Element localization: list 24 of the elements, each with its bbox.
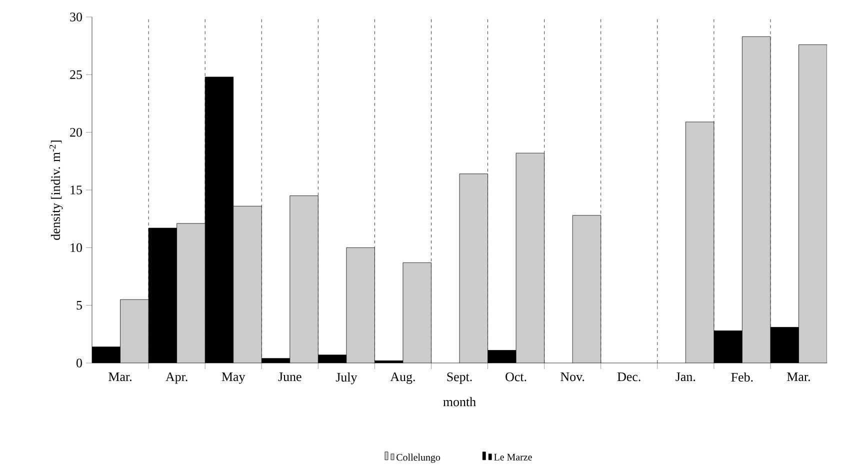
- legend-label: Le Marze: [494, 454, 532, 460]
- y-tick-label: 10: [70, 243, 82, 252]
- x-tick-label: Nov.: [560, 372, 584, 382]
- y-axis-title: density [indiv. m$^{-2}$]: [50, 140, 63, 240]
- x-tick-label: Feb.: [731, 372, 753, 382]
- x-tick-label: Jan.: [676, 372, 696, 382]
- x-tick-label: June: [278, 372, 302, 382]
- x-tick-label: Oct.: [506, 372, 526, 382]
- y-tick-label: 20: [70, 128, 82, 137]
- x-tick-label: July: [336, 372, 358, 384]
- legend-label: Collelungo: [396, 454, 440, 463]
- y-tick-label: 0: [76, 358, 82, 368]
- y-tick-label: 30: [70, 12, 82, 22]
- x-tick-label: Apr.: [166, 372, 188, 384]
- y-tick-label: 5: [76, 301, 82, 310]
- x-tick-label: Sept.: [447, 372, 472, 384]
- x-tick-label: May: [222, 372, 246, 384]
- x-tick-label: Dec.: [617, 372, 640, 382]
- x-axis-title: month: [443, 397, 476, 406]
- y-tick-label: 15: [70, 186, 82, 194]
- y-tick-label: 25: [70, 70, 82, 80]
- x-tick-label: Mar.: [108, 372, 132, 382]
- x-tick-label: Mar.: [787, 372, 810, 382]
- x-tick-label: Aug.: [390, 372, 415, 384]
